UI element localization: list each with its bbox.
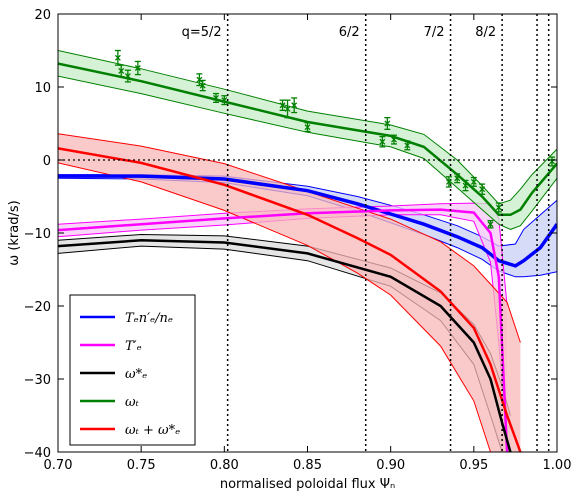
x-tick-label: 0.90 (376, 458, 405, 473)
y-tick-label: 0 (43, 154, 51, 169)
marker (487, 221, 494, 228)
band-upper-3 (58, 50, 557, 205)
marker (495, 204, 502, 211)
rational-surface-lines (226, 14, 550, 452)
marker (114, 54, 121, 61)
rational-surface-label-3: 8/2 (475, 25, 496, 40)
measurement-point (495, 202, 502, 213)
measurement-point (213, 92, 220, 103)
marker (391, 136, 397, 143)
measurement-point (221, 95, 228, 106)
series-line-1 (58, 208, 509, 452)
measurement-point (384, 117, 391, 130)
x-tick-label: 0.70 (44, 458, 73, 473)
measurement-point (379, 135, 386, 148)
marker (445, 178, 452, 185)
marker (479, 186, 486, 193)
series-line-0 (58, 174, 557, 268)
legend: Tₑn′ₑ/nₑ T′ₑ ω*ₑ ωₜ ωₜ + ω*ₑ (69, 294, 196, 446)
marker (221, 97, 228, 104)
band-lower-3 (58, 75, 557, 230)
y-tick-label: −30 (24, 373, 51, 388)
marker (470, 178, 477, 185)
marker (454, 175, 461, 182)
series-line-4 (58, 147, 522, 452)
x-tick-label: 0.80 (210, 458, 239, 473)
y-tick-label: 10 (34, 81, 51, 96)
measurement-point (470, 176, 477, 187)
marker (118, 67, 125, 74)
marker (462, 182, 469, 189)
band-upper-4 (58, 133, 521, 343)
y-tick-label: −10 (24, 227, 51, 242)
marker (404, 142, 411, 149)
measurement-point (487, 219, 494, 229)
marker (279, 102, 286, 109)
measurement-point (199, 79, 206, 92)
marker (284, 105, 291, 112)
rational-surface-label-2: 7/2 (424, 25, 445, 40)
measurement-point (118, 64, 125, 78)
measurement-point (124, 69, 131, 83)
x-axis-title: normalised poloidal flux Ψₙ (220, 477, 395, 492)
marker (384, 120, 391, 127)
rational-surface-label-1: 6/2 (339, 25, 360, 40)
marker (124, 73, 131, 80)
measurement-point (196, 73, 203, 87)
x-tick-label: 0.85 (293, 458, 322, 473)
axes: q=5/2 6/2 7/2 8/2 0.70 0.75 0.80 0.85 0.90 0.95 1.… (7, 8, 571, 492)
legend-box (69, 294, 196, 446)
marker (304, 124, 311, 131)
measurement-points (114, 49, 556, 229)
marker (379, 138, 386, 145)
measurement-point (479, 183, 486, 195)
marker (134, 65, 141, 71)
measurement-point (284, 99, 291, 119)
rational-surface-label-0: q=5/2 (182, 25, 222, 40)
band-lower-4 (58, 162, 521, 452)
legend-label-2: ω*ₑ (125, 367, 147, 382)
measurement-point (462, 179, 469, 192)
marker (213, 94, 219, 101)
x-tick-label: 0.75 (127, 458, 156, 473)
measurement-point (390, 134, 397, 145)
measurement-point (291, 97, 298, 114)
y-tick-label: −40 (24, 446, 51, 461)
measurement-point (404, 140, 411, 151)
y-tick-label: 20 (34, 8, 51, 23)
measurement-point (134, 60, 141, 76)
y-tick-label: −20 (24, 300, 51, 315)
legend-label-0: Tₑn′ₑ/nₑ (125, 311, 173, 326)
band-3 (58, 50, 557, 230)
marker (291, 102, 298, 109)
y-axis-title: ω (krad/s) (7, 200, 22, 265)
legend-label-4: ωₜ + ω*ₑ (125, 423, 180, 438)
legend-label-1: T′ₑ (125, 339, 142, 354)
series-line-2 (58, 239, 512, 452)
measurement-point (454, 173, 461, 184)
legend-label-3: ωₜ (125, 395, 140, 410)
marker (196, 76, 203, 83)
x-tick-label: 0.95 (459, 458, 488, 473)
marker (199, 82, 206, 89)
band-4 (58, 133, 521, 452)
measurement-point (445, 176, 452, 188)
x-tick-label: 1.00 (543, 458, 572, 473)
measurement-point (304, 122, 311, 133)
